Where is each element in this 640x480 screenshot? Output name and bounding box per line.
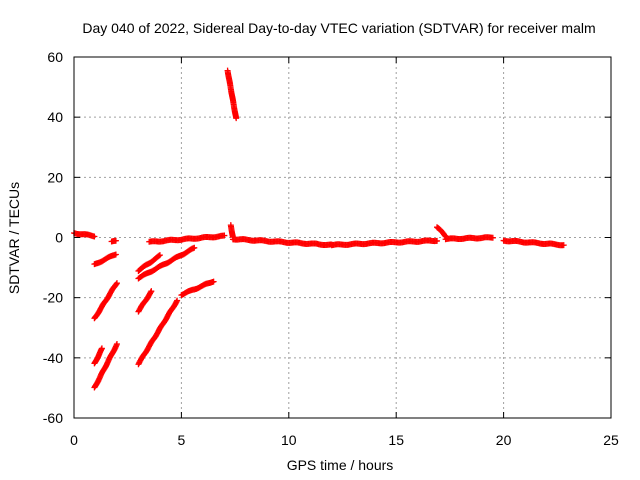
- data-point: [233, 115, 240, 122]
- y-tick-label: 60: [47, 49, 63, 65]
- data-point: [98, 345, 105, 352]
- data-point: [560, 242, 567, 249]
- data-point: [434, 237, 441, 244]
- x-tick-label: 10: [281, 432, 297, 448]
- chart-title: Day 040 of 2022, Sidereal Day-to-day VTE…: [82, 20, 595, 36]
- y-tick-label: 0: [55, 230, 63, 246]
- x-tick-label: 20: [496, 432, 512, 448]
- grid-lines: [74, 57, 611, 418]
- data-point: [148, 288, 155, 295]
- data-point: [174, 297, 181, 304]
- y-tick-label: -40: [43, 350, 63, 366]
- data-point: [113, 280, 120, 287]
- x-axis-label: GPS time / hours: [287, 457, 394, 473]
- data-point: [113, 341, 120, 348]
- data-point: [156, 252, 163, 259]
- data-point: [441, 232, 448, 239]
- data-point: [112, 251, 119, 258]
- x-tick-label: 0: [70, 432, 78, 448]
- data-point: [489, 234, 496, 241]
- y-axis-label: SDTVAR / TECUs: [6, 182, 22, 294]
- x-tick-label: 15: [388, 432, 404, 448]
- y-tick-label: -60: [43, 410, 63, 426]
- x-tick-label: 5: [178, 432, 186, 448]
- data-point: [91, 233, 98, 240]
- y-tick-label: 40: [47, 109, 63, 125]
- x-tick-label: 25: [603, 432, 619, 448]
- x-axis-ticks: 0 5 10 15 20 25: [70, 57, 619, 448]
- data-point: [191, 244, 198, 251]
- data-points: [71, 67, 567, 391]
- y-tick-label: -20: [43, 290, 63, 306]
- data-point: [112, 237, 119, 244]
- y-tick-label: 20: [47, 169, 63, 185]
- data-point: [221, 232, 228, 239]
- data-point: [210, 278, 217, 285]
- y-axis-ticks: -60 -40 -20 0 20 40 60: [43, 49, 611, 426]
